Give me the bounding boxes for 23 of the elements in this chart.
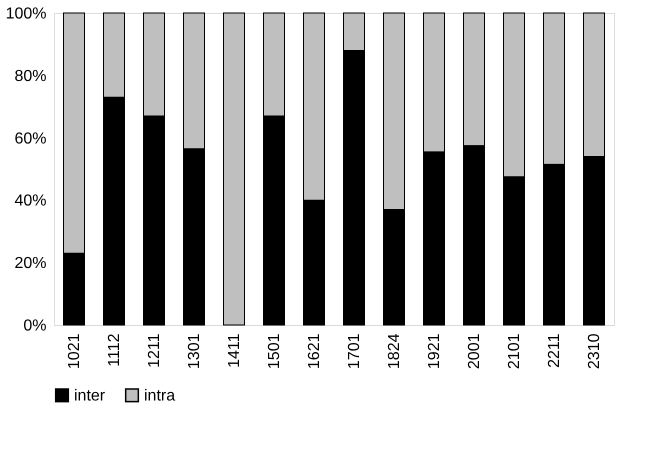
legend-label: inter [74,387,106,404]
x-tick-label: 1921 [426,333,443,370]
x-tick-label: 2310 [586,333,603,370]
x-tick-label: 1621 [306,333,323,370]
y-tick-label: 100% [6,6,46,22]
y-tick-label: 0% [23,318,46,334]
x-tick-label: 1411 [226,333,243,368]
x-tick-label: 1021 [66,333,83,370]
x-tick-label: 2001 [466,333,483,370]
y-tick-label: 60% [14,130,46,148]
x-tick-label: 1501 [266,333,283,370]
x-tick-label: 1301 [186,333,203,370]
x-tick-label: 1824 [386,333,403,370]
y-tick-label: 40% [14,192,46,210]
x-tick-label: 2211 [546,333,563,368]
x-tick-label: 1112 [106,333,123,367]
x-tick-label: 2101 [506,333,523,370]
x-tick-label: 1701 [346,333,363,370]
y-tick-label: 20% [14,255,46,272]
x-tick-label: 1211 [146,333,163,368]
legend-label: intra [144,387,176,404]
y-tick-label: 80% [14,68,46,85]
bar [223,12,245,326]
